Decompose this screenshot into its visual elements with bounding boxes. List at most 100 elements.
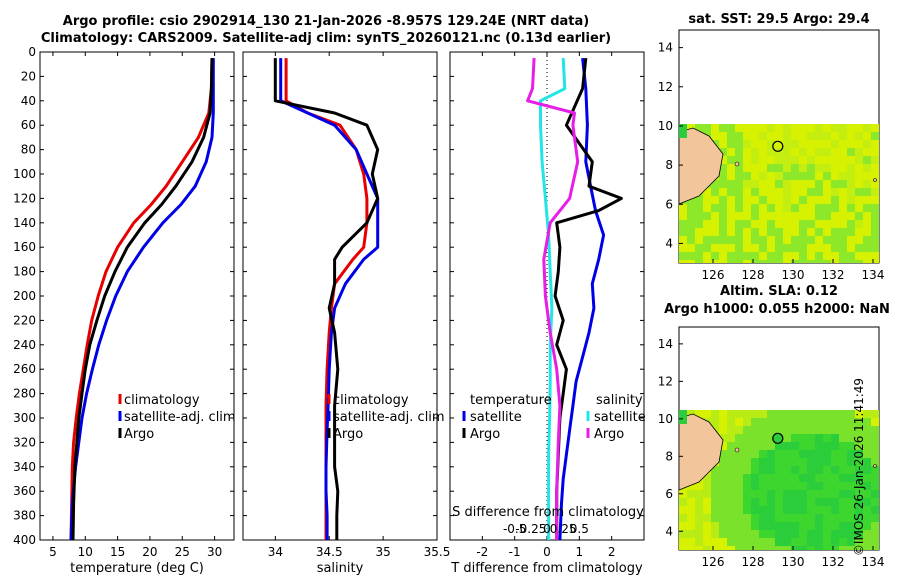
map-cell — [823, 212, 831, 220]
map-cell — [823, 196, 831, 204]
map-cell — [711, 490, 719, 498]
island — [873, 178, 877, 182]
map-cell — [839, 498, 847, 506]
y-tick-label: 4 — [665, 236, 673, 250]
map-cell — [783, 538, 791, 546]
map-cell — [767, 212, 775, 220]
map-cell — [831, 498, 839, 506]
map-cell — [807, 418, 815, 426]
map-cell — [735, 236, 743, 244]
map-cell — [703, 204, 711, 212]
map-cell — [679, 228, 687, 236]
map-cell — [855, 228, 863, 236]
map-cell — [751, 514, 759, 522]
map-cell — [855, 434, 863, 442]
map-cell — [783, 506, 791, 514]
map-cell — [759, 180, 767, 188]
map-cell — [751, 124, 759, 132]
map-cell — [831, 244, 839, 252]
map-cell — [695, 482, 703, 490]
map-cell — [727, 148, 735, 156]
x-tick-label: 35.5 — [424, 545, 451, 559]
map-cell — [735, 244, 743, 252]
map-cell — [711, 132, 719, 140]
map-cell — [871, 442, 879, 450]
map-cell — [687, 252, 695, 260]
map-cell — [839, 196, 847, 204]
map-cell — [743, 546, 751, 550]
map-cell — [751, 140, 759, 148]
y-tick-label: 8 — [665, 449, 673, 463]
map-cell — [743, 514, 751, 522]
y-tick-label: 8 — [665, 158, 673, 172]
y-tick-label: 100 — [13, 167, 36, 181]
map-cell — [863, 164, 871, 172]
map-cell — [775, 418, 783, 426]
map-cell — [743, 172, 751, 180]
map-cell — [783, 156, 791, 164]
map-cell — [823, 546, 831, 550]
map-cell — [807, 172, 815, 180]
map-cell — [735, 220, 743, 228]
legend-title: temperature — [470, 393, 552, 408]
y-tick-label: 120 — [13, 191, 36, 205]
map-cell — [695, 410, 703, 418]
map-cell — [863, 236, 871, 244]
map-cell — [807, 434, 815, 442]
y-tick-label: 14 — [658, 41, 673, 55]
map-cell — [767, 522, 775, 530]
x-tick-label: 10 — [78, 545, 93, 559]
map-cell — [775, 132, 783, 140]
map-cell — [719, 458, 727, 466]
map-cell — [815, 172, 823, 180]
map-cell — [823, 172, 831, 180]
map-cell — [871, 196, 879, 204]
map-cell — [791, 530, 799, 538]
map-cell — [679, 546, 687, 550]
map-cell — [679, 498, 687, 506]
series-salinity-argo — [526, 58, 580, 540]
map-cell — [847, 220, 855, 228]
island — [734, 447, 740, 453]
map-cell — [863, 156, 871, 164]
map-cell — [679, 252, 687, 260]
map-cell — [703, 236, 711, 244]
map-cell — [775, 482, 783, 490]
map-cell — [703, 506, 711, 514]
map-cell — [727, 204, 735, 212]
map-cell — [759, 546, 767, 550]
map-cell — [839, 124, 847, 132]
y-tick-label: 320 — [13, 435, 36, 449]
map-cell — [751, 156, 759, 164]
map-cell — [719, 228, 727, 236]
map-cell — [807, 260, 815, 263]
map-cell — [839, 410, 847, 418]
map-cell — [791, 450, 799, 458]
map-cell — [751, 442, 759, 450]
map-cell — [751, 244, 759, 252]
map-cell — [695, 124, 703, 132]
map-cell — [695, 252, 703, 260]
map-cell — [839, 236, 847, 244]
map-cell — [719, 124, 727, 132]
map-cell — [703, 498, 711, 506]
map-cell — [847, 252, 855, 260]
map-cell — [847, 418, 855, 426]
map-cell — [847, 148, 855, 156]
map-cell — [799, 442, 807, 450]
map-cell — [815, 196, 823, 204]
map-cell — [815, 410, 823, 418]
x-tick-label: 34 — [268, 545, 283, 559]
map-cell — [791, 244, 799, 252]
map-cell — [847, 156, 855, 164]
map-cell — [759, 530, 767, 538]
map-cell — [855, 172, 863, 180]
y-tick-label: 360 — [13, 484, 36, 498]
map-cell — [695, 498, 703, 506]
map-cell — [759, 490, 767, 498]
map-cell — [855, 498, 863, 506]
map-cell — [791, 204, 799, 212]
map-cell — [839, 434, 847, 442]
map-cell — [799, 180, 807, 188]
map-cell — [783, 148, 791, 156]
